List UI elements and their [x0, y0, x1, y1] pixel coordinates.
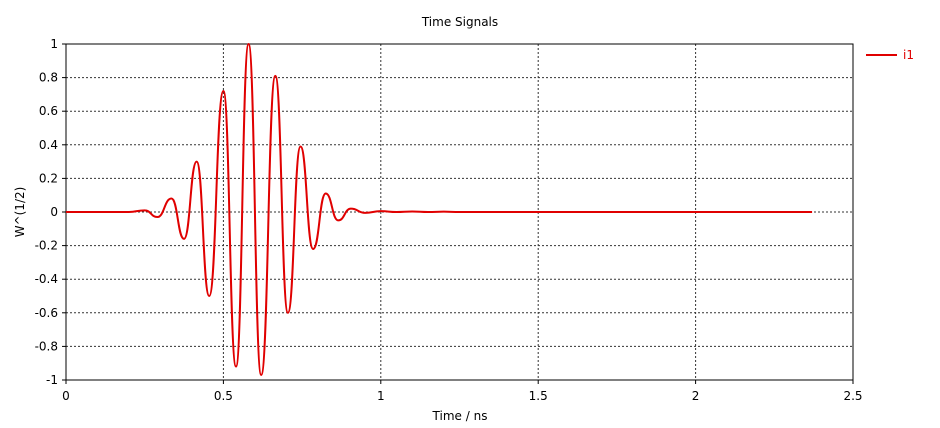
y-tick-label: 0.4: [39, 138, 58, 152]
x-tick-label: 1: [377, 389, 385, 403]
y-tick-label: 0: [50, 205, 58, 219]
y-tick-label: -0.2: [35, 239, 58, 253]
y-tick-label: 0.6: [39, 104, 58, 118]
x-tick-label: 2.5: [843, 389, 862, 403]
y-tick-label: -1: [46, 373, 58, 387]
series-layer: [66, 43, 813, 376]
x-tick-label: 1.5: [529, 389, 548, 403]
y-tick-label: 0.2: [39, 171, 58, 185]
legend[interactable]: i1: [866, 48, 914, 62]
y-tick-label: -0.6: [35, 306, 58, 320]
y-tick-label: -0.4: [35, 272, 58, 286]
chart-title: Time Signals: [421, 15, 498, 29]
legend-label: i1: [903, 48, 914, 62]
x-axis-label: Time / ns: [432, 409, 488, 423]
y-tick-label: 1: [50, 37, 58, 51]
series-line-i1: [66, 43, 813, 376]
x-tick-label: 0.5: [214, 389, 233, 403]
tick-labels: 0 0.5 1 1.5 2 2.5 1 0.8 0.6 0.4 0.2 0 -0.2 -0.4 -0.6 -0…: [35, 37, 863, 403]
y-tick-label: -0.8: [35, 339, 58, 353]
y-tick-label: 0.8: [39, 71, 58, 85]
y-axis-label: W^(1/2): [13, 187, 27, 238]
x-tick-label: 2: [692, 389, 700, 403]
x-tick-label: 0: [62, 389, 70, 403]
